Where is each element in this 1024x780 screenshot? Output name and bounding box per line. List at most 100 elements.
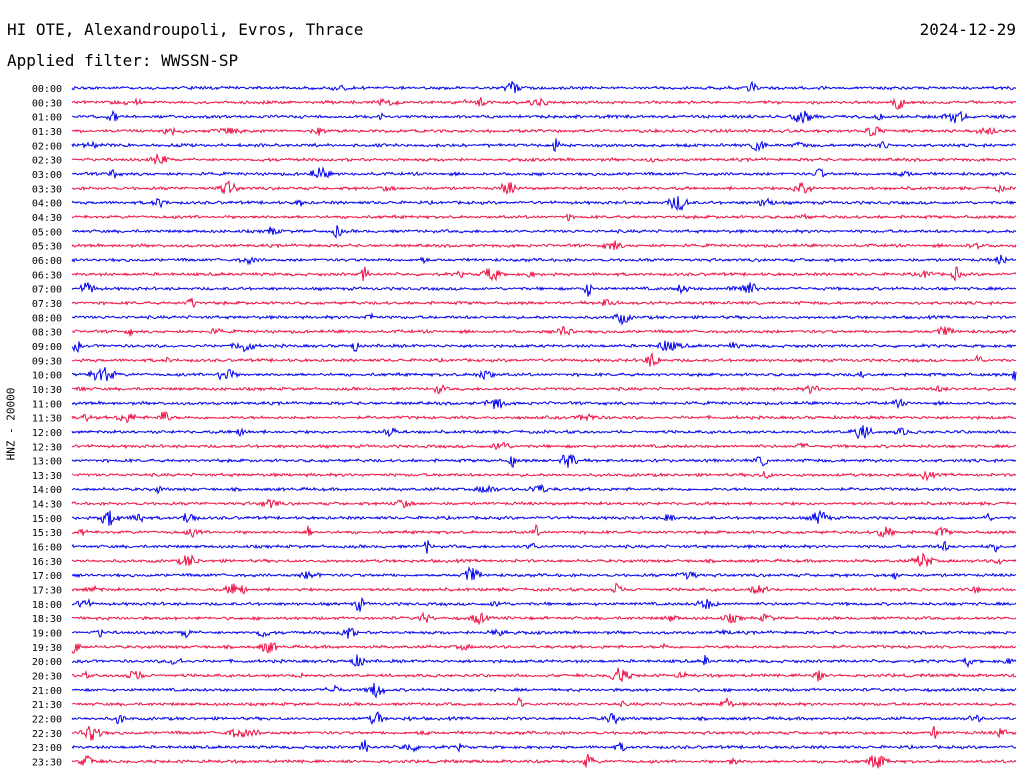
trace-row — [71, 509, 1017, 526]
row-time-label: 06:00 — [32, 256, 62, 267]
trace-row — [71, 138, 1017, 152]
trace-row — [71, 196, 1017, 212]
row-time-label: 05:30 — [32, 242, 62, 253]
trace-row — [71, 641, 1017, 654]
trace-row — [71, 312, 1017, 326]
trace-row — [71, 225, 1017, 240]
trace-row — [71, 80, 1017, 94]
row-time-label: 00:00 — [32, 84, 62, 95]
row-time-label: 05:00 — [32, 227, 62, 238]
row-time-label: 11:30 — [32, 414, 62, 425]
row-time-label: 17:00 — [32, 571, 62, 582]
trace-row — [71, 441, 1017, 451]
trace-row — [71, 470, 1017, 482]
row-time-label: 20:00 — [32, 657, 62, 668]
trace-row — [71, 739, 1017, 753]
trace-row — [71, 266, 1017, 282]
trace-row — [71, 582, 1017, 595]
row-time-label: 17:30 — [32, 586, 62, 597]
trace-row — [71, 325, 1017, 337]
trace-row — [71, 212, 1017, 222]
trace-row — [71, 725, 1017, 741]
row-time-label: 23:30 — [32, 758, 62, 769]
trace-row — [71, 109, 1017, 124]
trace-row — [71, 566, 1017, 581]
trace-row — [71, 254, 1017, 266]
row-time-label: 04:30 — [32, 213, 62, 224]
trace-row — [71, 397, 1017, 410]
trace-row — [71, 667, 1017, 682]
trace-row — [71, 351, 1017, 367]
trace-row — [71, 696, 1017, 708]
row-time-label: 16:00 — [32, 543, 62, 554]
trace-row — [71, 627, 1017, 639]
trace-row — [71, 611, 1017, 626]
row-time-label: 09:30 — [32, 356, 62, 367]
row-time-label: 06:30 — [32, 270, 62, 281]
trace-row — [71, 753, 1017, 769]
row-time-label: 07:30 — [32, 299, 62, 310]
trace-row — [71, 654, 1017, 669]
row-time-label: 15:30 — [32, 528, 62, 539]
row-time-label: 12:00 — [32, 428, 62, 439]
filter-label: Applied filter: WWSSN-SP — [7, 51, 239, 70]
row-time-label: 18:30 — [32, 614, 62, 625]
row-time-label: 16:30 — [32, 557, 62, 568]
row-time-label: 21:30 — [32, 700, 62, 711]
trace-row — [71, 711, 1017, 726]
trace-row — [71, 540, 1017, 554]
trace-row — [71, 153, 1017, 166]
trace-row — [71, 596, 1017, 612]
row-time-label: 12:30 — [32, 442, 62, 453]
trace-row — [71, 297, 1017, 309]
row-time-label: 14:30 — [32, 500, 62, 511]
trace-row — [71, 425, 1017, 440]
trace-row — [71, 683, 1017, 699]
trace-row — [71, 126, 1017, 137]
row-time-label: 11:00 — [32, 399, 62, 410]
row-time-label: 03:30 — [32, 184, 62, 195]
trace-row — [71, 166, 1017, 179]
row-time-label: 02:30 — [32, 156, 62, 167]
trace-row — [71, 367, 1017, 382]
row-time-label: 01:30 — [32, 127, 62, 138]
row-time-label: 20:30 — [32, 672, 62, 683]
row-time-label: 09:00 — [32, 342, 62, 353]
row-time-label: 08:30 — [32, 328, 62, 339]
trace-row — [71, 282, 1017, 297]
row-time-label: 22:00 — [32, 715, 62, 726]
row-time-label: 23:00 — [32, 743, 62, 754]
row-time-label: 21:00 — [32, 686, 62, 697]
row-time-label: 03:00 — [32, 170, 62, 181]
trace-row — [71, 483, 1017, 495]
row-time-label: 07:00 — [32, 285, 62, 296]
row-time-label: 18:00 — [32, 600, 62, 611]
trace-row — [71, 523, 1017, 538]
row-time-label: 15:00 — [32, 514, 62, 525]
record-date: 2024-12-29 — [919, 20, 1016, 39]
row-time-label: 10:30 — [32, 385, 62, 396]
row-time-label: 00:30 — [32, 98, 62, 109]
row-time-label: 01:00 — [32, 113, 62, 124]
row-time-label: 08:00 — [32, 313, 62, 324]
row-time-label: 19:00 — [32, 629, 62, 640]
row-time-label: 22:30 — [32, 729, 62, 740]
trace-row — [72, 180, 1017, 195]
row-time-label: 13:00 — [32, 457, 62, 468]
row-time-label: 04:00 — [32, 199, 62, 210]
trace-row — [71, 454, 1017, 468]
trace-row — [71, 552, 1017, 568]
trace-row — [71, 384, 1017, 395]
station-title: HI OTE, Alexandroupoli, Evros, Thrace — [7, 20, 364, 39]
trace-row — [71, 340, 1017, 354]
trace-row — [71, 498, 1017, 509]
trace-row — [71, 97, 1017, 110]
trace-row — [71, 240, 1017, 251]
row-time-label: 13:30 — [32, 471, 62, 482]
row-time-label: 14:00 — [32, 485, 62, 496]
row-time-label: 02:00 — [32, 141, 62, 152]
row-time-label: 10:00 — [32, 371, 62, 382]
row-time-label: 19:30 — [32, 643, 62, 654]
trace-row — [71, 410, 1017, 424]
